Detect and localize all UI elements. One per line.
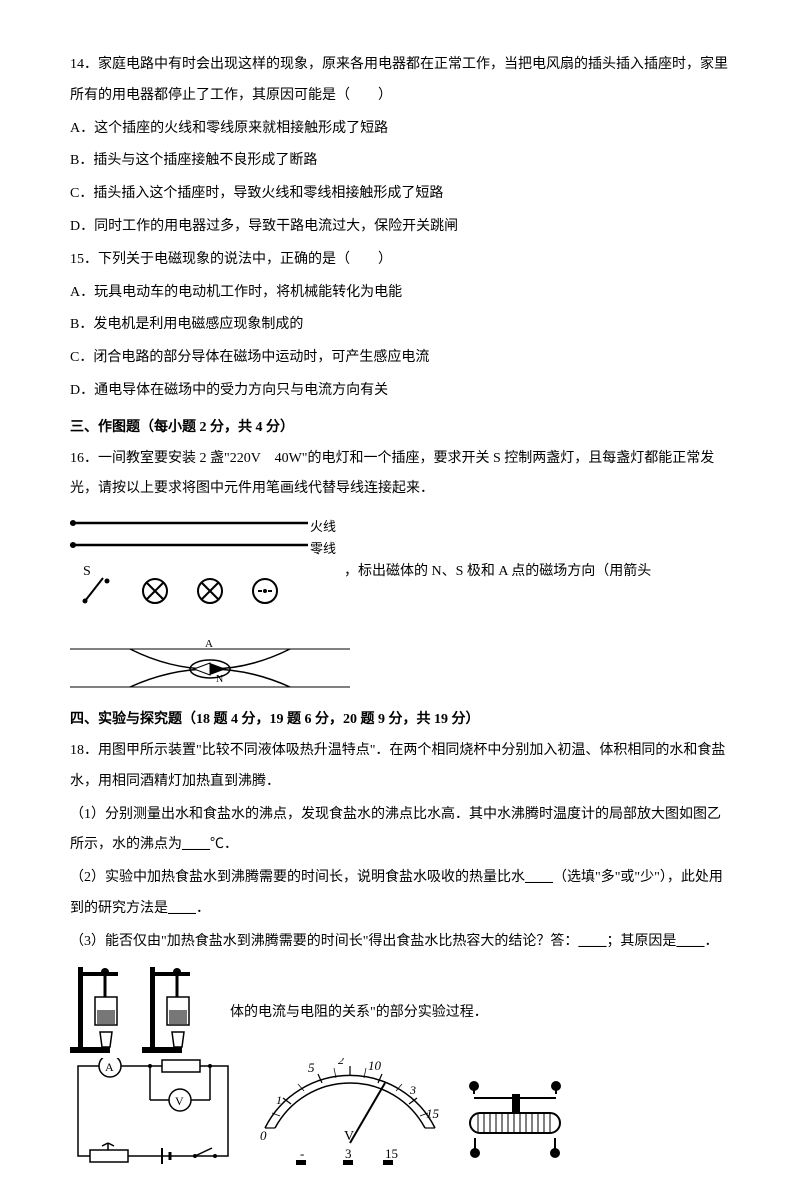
q18-p2a: （2）实验中加热食盐水到沸腾需要的时间长，说明食盐水吸收的热量比水 (70, 870, 525, 885)
q15-option-b: B．发电机是利用电磁感应现象制成的 (70, 310, 730, 341)
q18-p3c: ． (704, 934, 718, 949)
svg-text:A: A (105, 1060, 114, 1074)
q19-text-fragment: 体的电流与电阻的关系"的部分实验过程． (230, 962, 488, 1029)
blank: ____ (676, 934, 704, 949)
svg-text:15: 15 (426, 1106, 440, 1121)
svg-text:V: V (175, 1094, 184, 1108)
q15-option-d: D．通电导体在磁场中的受力方向只与电流方向有关 (70, 376, 730, 407)
circuit-row: A R V (70, 1058, 730, 1168)
section3-title: 三、作图题（每小题 2 分，共 4 分） (70, 413, 730, 444)
svg-text:S: S (83, 564, 91, 579)
blank: ____ (525, 870, 553, 885)
q15-option-a: A．玩具电动车的电动机工作时，将机械能转化为电能 (70, 278, 730, 309)
neutral-wire-label: 零线 (310, 535, 336, 564)
blank: ____ (182, 837, 210, 852)
svg-text:0: 0 (260, 1128, 267, 1143)
blank: ____ (168, 901, 196, 916)
q14-option-d: D．同时工作的用电器过多，导致干路电流过大，保险开关跳闸 (70, 212, 730, 243)
voltmeter-scale-svg: 0 5 10 15 1 2 3 V - 3 15 (250, 1058, 450, 1168)
svg-text:N: N (216, 674, 223, 685)
q18-p2: （2）实验中加热食盐水到沸腾需要的时间长，说明食盐水吸收的热量比水____（选填… (70, 863, 730, 925)
blank: ____ (578, 934, 606, 949)
svg-text:3: 3 (345, 1146, 352, 1161)
q15-option-c: C．闭合电路的部分导体在磁场中运动时，可产生感应电流 (70, 343, 730, 374)
svg-text:-: - (300, 1146, 304, 1161)
q16-stem: 16．一间教室要安装 2 盏"220V 40W"的电灯和一个插座，要求开关 S … (70, 444, 730, 506)
svg-text:10: 10 (368, 1058, 382, 1073)
q14-option-c: C．插头插入这个插座时，导致火线和零线相接触形成了短路 (70, 179, 730, 210)
section4-title: 四、实验与探究题（18 题 4 分，19 题 6 分，20 题 9 分，共 19… (70, 705, 730, 736)
compass-diagram-svg: A N (70, 639, 350, 699)
q18-p3a: （3）能否仅由"加热食盐水到沸腾需要的时间长"得出食盐水比热容大的结论？答： (70, 934, 578, 949)
circuit-diagram-svg: S (70, 511, 350, 641)
q18-p1b: ℃． (210, 837, 238, 852)
q14-option-b: B．插头与这个插座接触不良形成了断路 (70, 146, 730, 177)
q17-text-fragment: ，标出磁体的 N、S 极和 A 点的磁场方向（用箭头 (344, 507, 714, 588)
q18-p3: （3）能否仅由"加热食盐水到沸腾需要的时间长"得出食盐水比热容大的结论？答：__… (70, 927, 730, 958)
q18-p1a: （1）分别测量出水和食盐水的沸点，发现食盐水的沸点比水高．其中水沸腾时温度计的局… (70, 807, 721, 853)
q18-p3b: ；其原因是 (606, 934, 676, 949)
q14-stem: 14．家庭电路中有时会出现这样的现象，原来各用电器都在正常工作，当把电风扇的插头… (70, 50, 730, 112)
q18-p2c: ． (196, 901, 210, 916)
q18-p1: （1）分别测量出水和食盐水的沸点，发现食盐水的沸点比水高．其中水沸腾时温度计的局… (70, 800, 730, 862)
svg-text:V: V (344, 1129, 354, 1144)
svg-text:5: 5 (308, 1060, 315, 1075)
svg-text:15: 15 (385, 1146, 398, 1161)
q14-option-a: A．这个插座的火线和零线原来就相接触形成了短路 (70, 114, 730, 145)
q18-stem: 18．用图甲所示装置"比较不同液体吸热升温特点"．在两个相同烧杯中分别加入初温、… (70, 736, 730, 798)
experiment-diagram-row: 体的电流与电阻的关系"的部分实验过程． (70, 962, 730, 1062)
stands-apparatus-svg (70, 962, 220, 1062)
q15-stem: 15．下列关于电磁现象的说法中，正确的是（ ） (70, 245, 730, 276)
q16-diagram-block: S 火线 零线 ，标出磁体的 N、S 极和 A 点的磁场方向 (70, 511, 730, 699)
svg-text:3: 3 (409, 1083, 416, 1097)
rheostat-svg (460, 1058, 570, 1168)
svg-text:2: 2 (338, 1058, 344, 1067)
svg-text:1: 1 (276, 1093, 282, 1107)
svg-text:R: R (175, 1058, 184, 1061)
circuit-schematic-svg: A R V (70, 1058, 240, 1168)
